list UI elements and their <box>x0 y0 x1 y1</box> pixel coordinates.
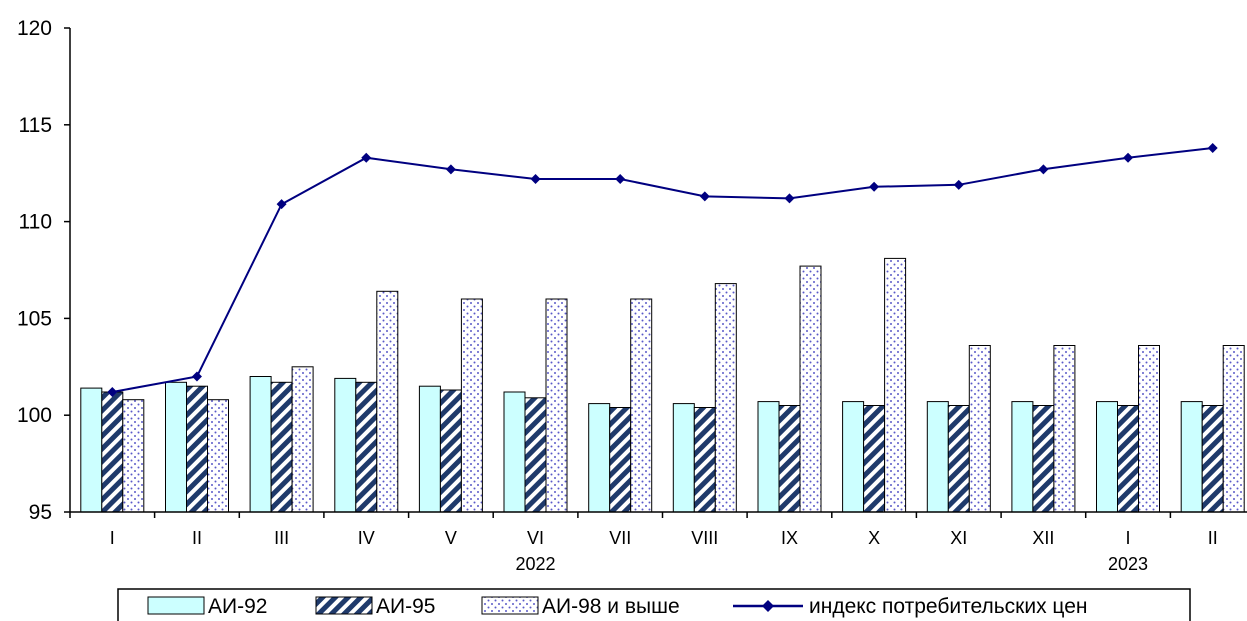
cpi-point-12 <box>1038 164 1049 175</box>
cpi-point-4 <box>361 152 372 163</box>
y-tick-label-110: 110 <box>19 211 52 234</box>
bar-1-13 <box>1096 401 1118 513</box>
legend-label-ai92: АИ-92 <box>208 595 267 618</box>
legend-swatch-ai92 <box>147 596 205 615</box>
cpi-line <box>112 147 1213 393</box>
cpi-point-6 <box>530 174 541 185</box>
cpi-point-11 <box>953 179 964 190</box>
bar-1-3 <box>249 376 272 513</box>
x-tick-label-6: VI <box>527 528 544 548</box>
x-tick-label-5: V <box>445 528 457 548</box>
cpi-point-13 <box>1123 152 1134 163</box>
bar-1-5 <box>418 385 441 513</box>
bar-3-4 <box>376 290 399 513</box>
bar-3-9 <box>799 265 822 513</box>
bar-1-9 <box>757 401 780 513</box>
bar-3-12 <box>1053 345 1076 513</box>
x-tick-label-1: I <box>110 528 115 548</box>
bar-1-2 <box>165 381 187 513</box>
x-tick-label-11: XI <box>950 528 967 548</box>
bar-3-11 <box>968 345 991 513</box>
x-tick-label-12: XII <box>1032 528 1054 548</box>
x-tick-labels: I II III IV V VI VII VIII IX X XI XII I II <box>110 528 1218 548</box>
cpi-point-8 <box>699 191 710 202</box>
bar-2-4 <box>355 381 378 513</box>
bar-2-5 <box>439 389 462 513</box>
cpi-point-2 <box>191 371 202 382</box>
legend-marker-cpi <box>762 600 774 612</box>
bar-2-6 <box>524 397 547 513</box>
y-tick-label-105: 105 <box>17 307 52 330</box>
bar-3-13 <box>1138 345 1160 513</box>
bar-1-11 <box>926 401 949 513</box>
bar-1-8 <box>672 403 695 513</box>
bar-2-14 <box>1201 405 1224 513</box>
x-tick-label-3: III <box>274 528 289 548</box>
bar-2-3 <box>270 381 293 513</box>
cpi-point-3 <box>276 199 287 210</box>
axes-group <box>64 27 1247 518</box>
bar-1-7 <box>588 403 611 513</box>
bar-1-1 <box>80 387 103 513</box>
legend-swatch-ai98 <box>481 596 539 615</box>
y-tick-label-95: 95 <box>29 501 52 524</box>
line-group <box>107 143 1218 397</box>
y-tick-label-100: 100 <box>17 404 52 427</box>
bar-2-2 <box>186 385 208 513</box>
legend-label-ai98: АИ-98 и выше <box>542 595 680 618</box>
y-tick-labels: 95 100 105 110 115 120 <box>17 17 52 524</box>
y-tick-label-120: 120 <box>17 17 52 40</box>
bar-2-9 <box>778 405 801 513</box>
bar-2-1 <box>101 391 124 513</box>
bar-1-10 <box>842 401 865 513</box>
legend-label-cpi: индекс потребительских цен <box>809 595 1088 618</box>
year-label-2023: 2023 <box>1108 554 1148 574</box>
bar-3-2 <box>207 399 229 513</box>
x-tick-label-9: IX <box>781 528 798 548</box>
legend-label-ai95: АИ-95 <box>376 595 435 618</box>
cpi-point-10 <box>869 181 880 192</box>
bar-2-8 <box>693 407 716 513</box>
bar-1-14 <box>1180 401 1203 513</box>
cpi-point-5 <box>445 164 456 175</box>
bars-group <box>80 257 1245 513</box>
year-labels: 2022 2023 <box>515 554 1148 574</box>
bar-2-12 <box>1032 405 1055 513</box>
x-tick-label-10: X <box>868 528 880 548</box>
bar-2-10 <box>863 405 886 513</box>
y-tick-label-115: 115 <box>19 114 52 137</box>
x-tick-label-4: IV <box>358 528 375 548</box>
bar-2-7 <box>609 407 632 513</box>
bar-2-11 <box>947 405 970 513</box>
legend-swatch-ai95 <box>315 596 373 615</box>
bar-3-6 <box>545 298 568 513</box>
cpi-point-1 <box>107 386 118 397</box>
bar-1-6 <box>503 391 526 513</box>
year-label-2022: 2022 <box>515 554 555 574</box>
cpi-point-14 <box>1207 143 1218 154</box>
cpi-point-9 <box>784 193 795 204</box>
x-tick-label-7: VII <box>609 528 631 548</box>
bar-3-8 <box>714 283 737 513</box>
bar-3-7 <box>630 298 653 513</box>
bar-3-3 <box>291 366 314 513</box>
bar-1-4 <box>334 377 357 513</box>
bar-3-10 <box>884 257 907 513</box>
cpi-point-7 <box>615 174 626 185</box>
bar-3-1 <box>122 399 145 513</box>
bar-2-13 <box>1117 405 1139 513</box>
x-tick-label-13: I <box>1125 528 1130 548</box>
x-tick-label-8: VIII <box>691 528 718 548</box>
legend-frame <box>117 588 1191 621</box>
bar-3-14 <box>1222 345 1245 513</box>
x-tick-label-14: II <box>1208 528 1218 548</box>
bar-3-5 <box>460 298 483 513</box>
legend: АИ-92 АИ-95 АИ-98 и выше индекс потребит… <box>117 588 1191 621</box>
bar-1-12 <box>1011 401 1034 513</box>
x-tick-label-2: II <box>192 528 202 548</box>
